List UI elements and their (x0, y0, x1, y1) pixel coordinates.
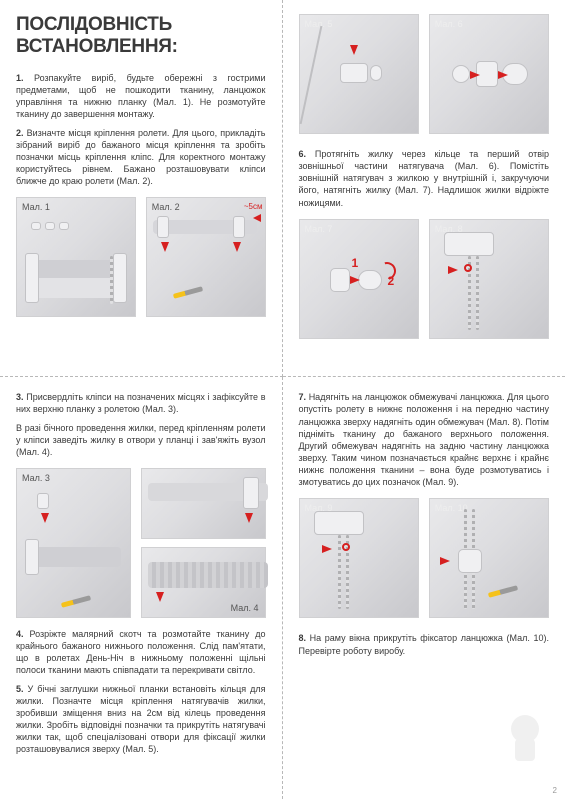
figure-5: Мал. 5 (299, 14, 419, 134)
step-1-num: 1. (16, 73, 24, 83)
step-8-body: На раму вікна прикрутіть фіксатор ланцюж… (299, 633, 549, 655)
figure-row-9-10: Мал. 9 Мал. 10 (299, 498, 550, 618)
step-4-body: Розріжте малярний скотч та розмотайте тк… (16, 629, 266, 675)
step-4-text: 4. Розріжте малярний скотч та розмотайте… (16, 628, 266, 677)
step-4-num: 4. (16, 629, 24, 639)
figure-8: Мал. 8 (429, 219, 549, 339)
step-3-num: 3. (16, 392, 24, 402)
figure-10-label: Мал. 10 (435, 503, 468, 513)
figure-2-label: Мал. 2 (152, 202, 180, 212)
step-3b-text: В разі бічного проведення жилки, перед к… (16, 422, 266, 458)
figure-10: Мал. 10 (429, 498, 549, 618)
step-7-num: 7. (299, 392, 307, 402)
figure-4-top (141, 468, 266, 539)
step-6-text: 6. Протягніть жилку через кільце та перш… (299, 148, 550, 209)
step-2-text: 2. Визначте місця кріплення ролети. Для … (16, 127, 266, 188)
figure-4-label: Мал. 4 (231, 603, 259, 613)
step-5-text: 5. У бічні заглушки нижньої планки встан… (16, 683, 266, 756)
step-3-text: 3. Присвердліть кліпси на позначених міс… (16, 391, 266, 415)
figure-9: Мал. 9 (299, 498, 419, 618)
figure-7-label: Мал. 7 (305, 224, 333, 234)
figure-4-bottom: Мал. 4 (141, 547, 266, 618)
figure-2-dim: ~5см (244, 202, 263, 211)
figure-1-label: Мал. 1 (22, 202, 50, 212)
step-7-text: 7. Надягніть на ланцюжок обмежувачі ланц… (299, 391, 550, 488)
figure-3-label: Мал. 3 (22, 473, 50, 483)
step-6-num: 6. (299, 149, 307, 159)
page-title: ПОСЛІДОВНІСТЬ ВСТАНОВЛЕННЯ: (16, 14, 266, 58)
step-6-body: Протягніть жилку через кільце та перший … (299, 149, 550, 208)
figure-row-7-8: Мал. 7 1 2 Мал. 8 (299, 219, 550, 339)
figure-row-3-4: Мал. 3 Мал. 4 (16, 468, 266, 618)
page-number: 2 (553, 786, 557, 795)
figure-2: Мал. 2 ~5см (146, 197, 266, 317)
figure-row-5-6: Мал. 5 Мал. 6 (299, 14, 550, 134)
figure-7-step1: 1 (352, 256, 359, 270)
step-1-body: Розпакуйте виріб, будьте обережні з гост… (16, 73, 266, 119)
figure-1: Мал. 1 (16, 197, 136, 317)
section-bottom-right: 7. Надягніть на ланцюжок обмежувачі ланц… (283, 377, 565, 799)
step-5-body: У бічні заглушки нижньої планки встанові… (16, 684, 266, 755)
figure-6: Мал. 6 (429, 14, 549, 134)
figure-3: Мал. 3 (16, 468, 131, 618)
section-bottom-left: 3. Присвердліть кліпси на позначених міс… (0, 377, 283, 799)
step-2-body: Визначте місця кріплення ролети. Для цьо… (16, 128, 266, 187)
step-5-num: 5. (16, 684, 24, 694)
section-top-right: Мал. 5 Мал. 6 6. Протягніть жилку через … (283, 0, 565, 377)
step-8-num: 8. (299, 633, 307, 643)
step-7-body: Надягніть на ланцюжок обмежувачі ланцюжк… (299, 392, 550, 487)
figure-6-label: Мал. 6 (435, 19, 463, 29)
step-3a-body: Присвердліть кліпси на позначених місцях… (16, 392, 266, 414)
watermark-icon (495, 709, 555, 769)
step-2-num: 2. (16, 128, 24, 138)
figure-5-label: Мал. 5 (305, 19, 333, 29)
section-top-left: ПОСЛІДОВНІСТЬ ВСТАНОВЛЕННЯ: 1. Розпакуйт… (0, 0, 283, 377)
step-1-text: 1. Розпакуйте виріб, будьте обережні з г… (16, 72, 266, 121)
figure-row-1-2: Мал. 1 Мал. 2 ~5см (16, 197, 266, 317)
step-8-text: 8. На раму вікна прикрутіть фіксатор лан… (299, 632, 550, 656)
figure-7: Мал. 7 1 2 (299, 219, 419, 339)
